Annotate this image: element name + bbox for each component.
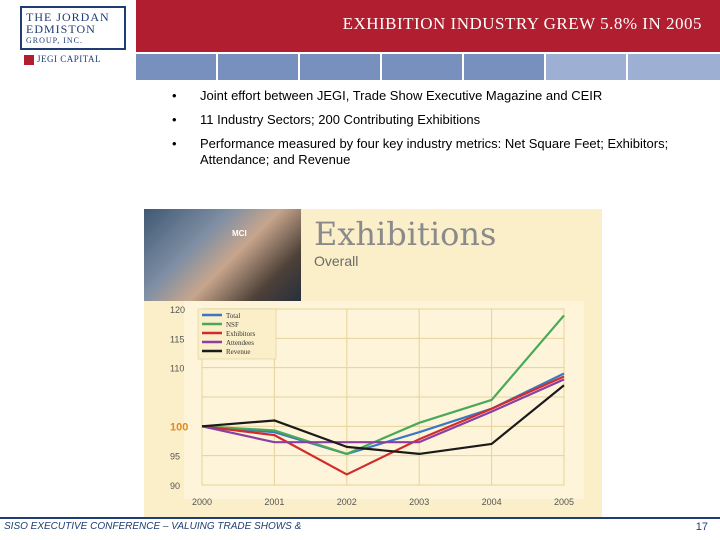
strip-segment <box>136 54 216 80</box>
series-line-nsf <box>201 314 565 456</box>
strip-segment <box>628 54 720 80</box>
strip-segment <box>382 54 462 80</box>
y-tick-label: 120 <box>170 305 185 315</box>
strip-segment <box>300 54 380 80</box>
capital-label: JEGI CAPITAL <box>37 54 102 64</box>
logo-area: THE JORDAN EDMISTON GROUP, INC. JEGI CAP… <box>0 0 136 80</box>
line-chart: 120 115 110 100 95 90 2000 2001 2002 2003 2004 2005… <box>170 301 584 507</box>
x-tick-label: 2002 <box>337 497 357 507</box>
bullet-marker: • <box>172 136 177 151</box>
strip-segment <box>464 54 544 80</box>
x-tick-label: 2005 <box>554 497 574 507</box>
x-tick-label: 2000 <box>192 497 212 507</box>
logo-wordmark: THE JORDAN EDMISTON GROUP, INC. <box>26 11 122 47</box>
footer-text: SISO EXECUTIVE CONFERENCE – VALUING TRAD… <box>4 521 302 532</box>
exhibitions-figure: MCI Exhibitions Overall 120 115 110 100 95 90… <box>144 209 602 517</box>
bullet-text: Performance measured by four key industr… <box>200 136 669 167</box>
legend-label: Revenue <box>226 348 251 356</box>
y-tick-label: 90 <box>170 481 180 491</box>
footer-rule <box>0 517 720 519</box>
photo-sign-text: MCI <box>232 229 247 238</box>
strip-segment <box>546 54 626 80</box>
logo-line-3: GROUP, INC. <box>26 36 84 45</box>
header-strip <box>136 54 720 80</box>
figure-title: Exhibitions <box>314 215 497 253</box>
legend-label: Attendees <box>226 339 254 347</box>
bullet-marker: • <box>172 88 177 103</box>
capital-mark-icon <box>24 54 34 65</box>
page-number: 17 <box>695 521 708 533</box>
bullet-item: • 11 Industry Sectors; 200 Contributing E… <box>172 112 692 128</box>
bullet-marker: • <box>172 112 177 127</box>
series-line-revenue <box>201 384 565 456</box>
bullet-text: 11 Industry Sectors; 200 Contributing Ex… <box>200 112 481 127</box>
figure-subtitle: Overall <box>314 253 359 269</box>
bullet-list: • Joint effort between JEGI, Trade Show E… <box>172 88 692 176</box>
legend-label: Total <box>226 312 240 320</box>
x-tick-label: 2001 <box>264 497 284 507</box>
series-line-attendees <box>201 378 565 444</box>
x-tick-label: 2004 <box>482 497 502 507</box>
y-tick-label: 95 <box>170 452 180 462</box>
trade-show-photo: MCI <box>144 209 301 301</box>
y-tick-label: 110 <box>170 364 184 374</box>
bullet-item: • Joint effort between JEGI, Trade Show E… <box>172 88 692 104</box>
slide-title: EXHIBITION INDUSTRY GREW 5.8% IN 2005 <box>342 14 702 33</box>
bullet-text: Joint effort between JEGI, Trade Show Ex… <box>200 88 603 103</box>
x-tick-label: 2003 <box>409 497 429 507</box>
legend-label: Exhibitors <box>226 330 255 338</box>
series-line-exhibitors <box>201 375 565 476</box>
logo-line-2: EDMISTON <box>26 22 96 36</box>
y-tick-label: 100 <box>170 421 188 433</box>
bullet-item: • Performance measured by four key indust… <box>172 136 692 168</box>
company-logo: THE JORDAN EDMISTON GROUP, INC. <box>20 6 126 50</box>
capital-logo: JEGI CAPITAL <box>24 54 101 65</box>
strip-segment <box>218 54 298 80</box>
y-tick-label: 115 <box>170 334 184 344</box>
legend-label: NSF <box>226 321 239 329</box>
logo-line-1: THE JORDAN <box>26 10 110 24</box>
